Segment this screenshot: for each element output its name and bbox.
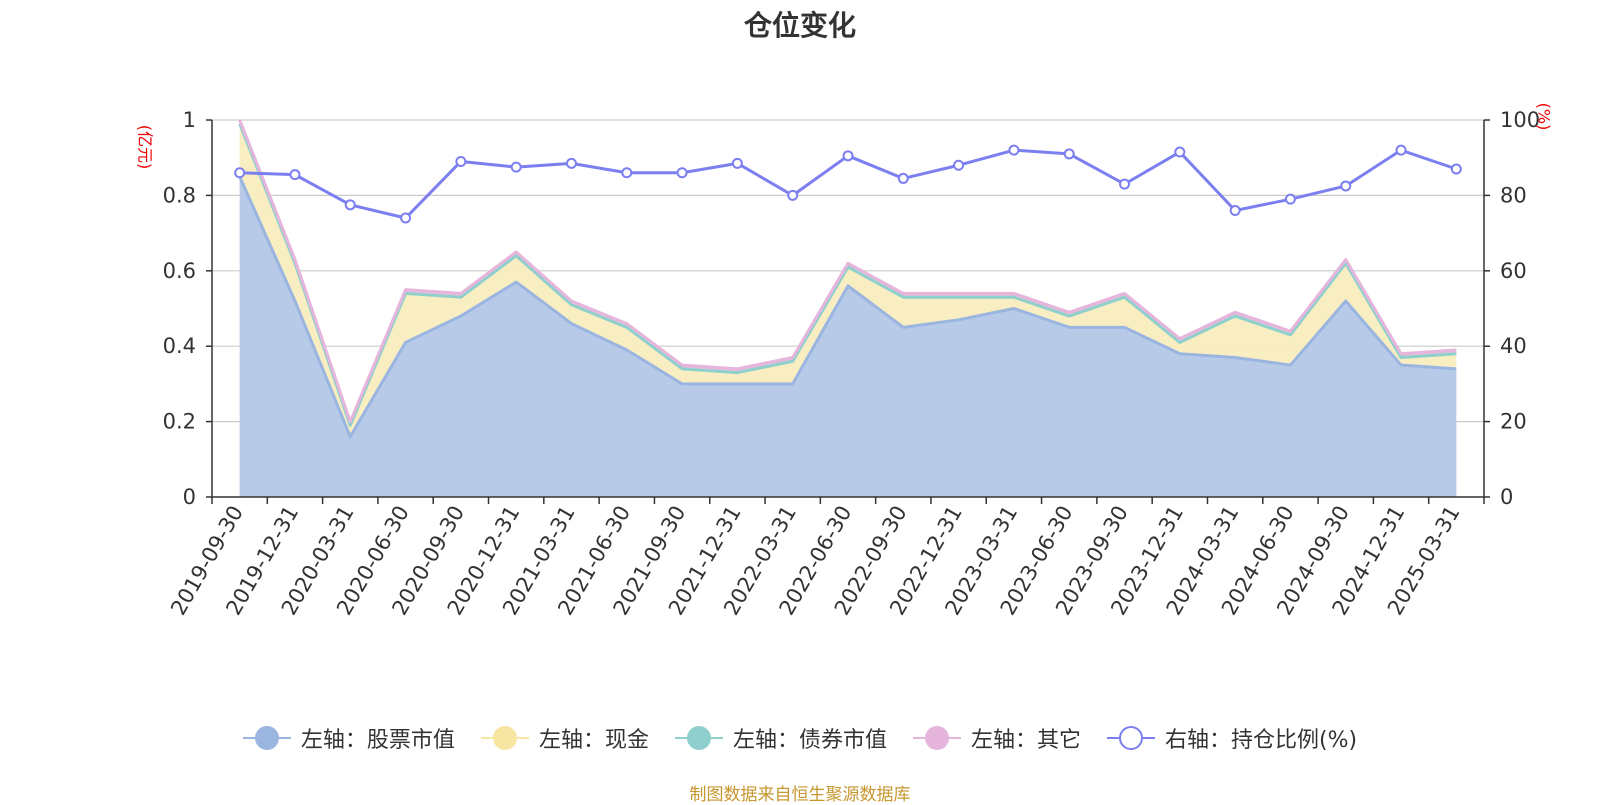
legend-ratio-icon xyxy=(1106,726,1155,750)
ratio-point xyxy=(1174,146,1186,158)
left-tick-label: 0.6 xyxy=(163,259,196,283)
ratio-point xyxy=(842,150,854,162)
right-tick-label: 0 xyxy=(1500,485,1513,509)
stacked-areas xyxy=(238,119,1457,498)
line-other xyxy=(238,119,1457,424)
legend-bond-icon xyxy=(674,726,723,750)
ratio-point xyxy=(953,159,965,171)
right-tick-label: 20 xyxy=(1500,410,1527,434)
right-tick-label: 80 xyxy=(1500,183,1527,207)
legend-label: 右轴：持仓比例(%) xyxy=(1164,728,1358,753)
left-tick-label: 0.2 xyxy=(163,410,196,434)
ratio-point xyxy=(1008,144,1020,156)
legend-cash-icon xyxy=(480,726,529,750)
legend-item-ratio[interactable]: 右轴：持仓比例(%) xyxy=(1106,722,1358,754)
ratio-point xyxy=(731,157,743,169)
legend-label: 左轴：其它 xyxy=(970,728,1081,753)
legend-item-stock[interactable]: 左轴：股票市值 xyxy=(242,722,455,754)
legend: 左轴：股票市值 左轴：现金 左轴：债券市值 左轴：其它 右轴：持仓比例(%) xyxy=(0,718,1600,758)
ratio-point xyxy=(787,189,799,201)
legend-stock-icon xyxy=(242,726,291,750)
line-bond xyxy=(238,123,1457,427)
left-axis-unit: (亿元) xyxy=(135,124,155,170)
source-note: 制图数据来自恒生聚源数据库 xyxy=(689,785,911,805)
ratio-point xyxy=(1119,178,1131,190)
ratio-point xyxy=(1395,144,1407,156)
ratio-point xyxy=(621,167,633,179)
right-axis-unit: (%) xyxy=(1534,102,1554,131)
left-tick-label: 1 xyxy=(183,108,196,132)
left-tick-label: 0.8 xyxy=(163,183,196,207)
line-stock xyxy=(238,175,1457,439)
left-tick-label: 0 xyxy=(183,485,196,509)
legend-item-bond[interactable]: 左轴：债券市值 xyxy=(674,722,887,754)
ratio-point xyxy=(289,169,301,181)
right-tick-label: 60 xyxy=(1500,259,1527,283)
ratio-point xyxy=(897,172,909,184)
chart-title: 仓位变化 xyxy=(743,9,856,42)
ratio-point xyxy=(344,199,356,211)
legend-label: 左轴：债券市值 xyxy=(732,728,887,753)
ratio-point xyxy=(1229,204,1241,216)
right-tick-label: 100 xyxy=(1500,108,1540,132)
ratio-point xyxy=(1063,148,1075,160)
ratio-point xyxy=(1340,180,1352,192)
legend-label: 左轴：股票市值 xyxy=(300,728,455,753)
area-cash xyxy=(239,123,1457,437)
area-stock xyxy=(239,176,1457,498)
chart-canvas: 00.20.40.60.810204060801002019-09-302019… xyxy=(163,108,1541,619)
ratio-point xyxy=(400,212,412,224)
ratio-point xyxy=(234,167,246,179)
legend-item-other[interactable]: 左轴：其它 xyxy=(912,722,1081,754)
right-tick-label: 40 xyxy=(1500,334,1527,358)
legend-label: 左轴：现金 xyxy=(538,728,649,753)
ratio-point xyxy=(455,155,467,167)
ratio-point xyxy=(510,161,522,173)
legend-other-icon xyxy=(912,726,961,750)
ratio-point xyxy=(565,157,577,169)
left-tick-label: 0.4 xyxy=(163,334,196,358)
legend-item-cash[interactable]: 左轴：现金 xyxy=(480,722,649,754)
ratio-line-series xyxy=(234,144,1462,224)
ratio-point xyxy=(676,167,688,179)
ratio-point xyxy=(1284,193,1296,205)
ratio-point xyxy=(1450,163,1462,175)
